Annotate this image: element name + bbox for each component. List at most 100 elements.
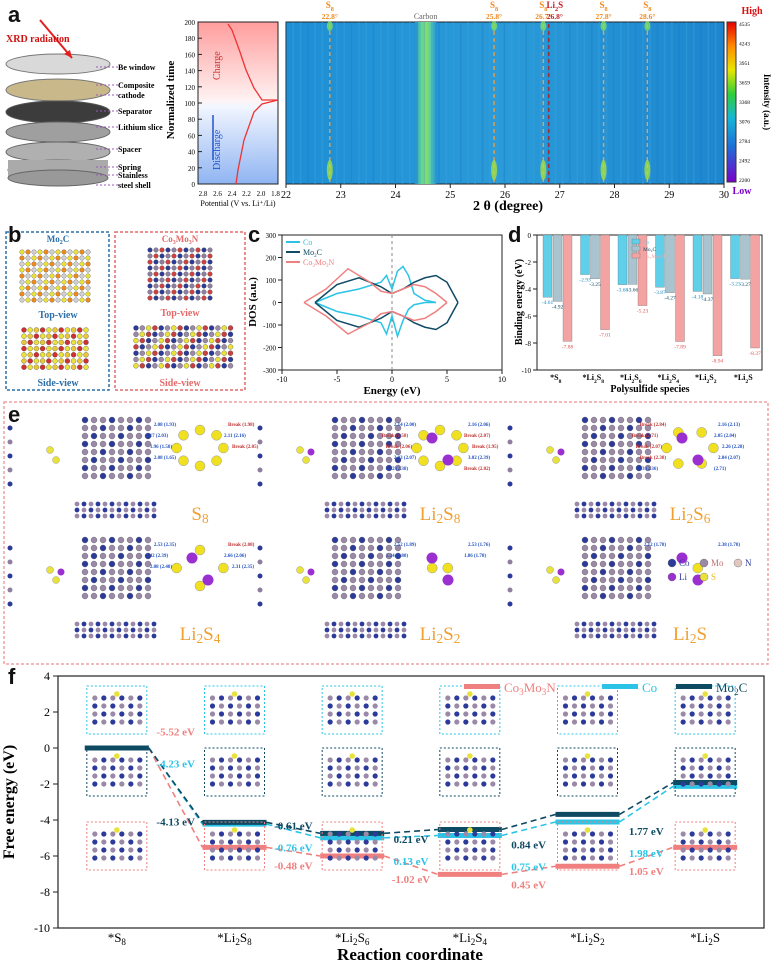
atom	[55, 285, 61, 291]
slab-atom	[373, 513, 379, 519]
atom	[153, 277, 159, 283]
atom	[183, 363, 190, 369]
slab-atom	[130, 633, 136, 639]
slab-atom	[81, 464, 89, 472]
inset-atom	[327, 711, 333, 717]
bond-label: 2.16 (2.06)	[468, 423, 490, 428]
inset-atom	[227, 831, 234, 837]
inset-atom	[354, 703, 360, 709]
slab-atom	[581, 448, 589, 456]
inset-atom	[680, 839, 686, 845]
inset-atom	[345, 695, 351, 701]
slab-atom	[644, 416, 652, 424]
inset-atom	[327, 773, 333, 779]
slab-atom	[90, 576, 98, 584]
inset-atom	[128, 711, 134, 717]
slab-atom	[349, 472, 357, 480]
binding-legend-swatch	[631, 238, 641, 245]
slab-atom	[602, 513, 608, 519]
inset-atom	[101, 719, 107, 725]
inset-atom	[725, 855, 731, 861]
slab-atom	[331, 544, 339, 552]
co3mo3n-box	[114, 231, 246, 391]
peak-angle: 25.8°	[486, 12, 502, 21]
atom	[171, 289, 177, 295]
slab-atom	[74, 621, 80, 627]
atom	[201, 247, 207, 253]
inset-atom	[463, 855, 469, 861]
inset-atom	[227, 695, 234, 701]
fe-ytick-label: -2	[40, 777, 50, 791]
bond-label: 2.42 (2.39)	[146, 554, 168, 559]
slab-atom	[581, 456, 589, 464]
species-label: Li2S2	[420, 624, 461, 646]
adsorbate-atom	[302, 576, 310, 584]
slab-atom	[99, 576, 107, 584]
slab-atom	[126, 448, 134, 456]
slab-atom	[108, 432, 116, 440]
slab-atom	[630, 633, 636, 639]
atom	[215, 356, 221, 363]
atom	[201, 295, 207, 301]
slab-atom	[74, 633, 80, 639]
slab-atom	[352, 507, 358, 513]
atom	[39, 345, 46, 352]
inset-atom	[445, 757, 451, 763]
inset-atom	[245, 781, 252, 787]
inset-atom	[245, 757, 252, 763]
inset-atom	[218, 847, 225, 853]
slab-atom	[90, 464, 98, 472]
slab-atom	[90, 568, 98, 576]
inset-atom	[481, 757, 487, 763]
slab-atom	[324, 633, 330, 639]
inset-atom	[101, 855, 107, 861]
atom	[153, 247, 159, 253]
slab-atom	[349, 560, 357, 568]
inset-atom	[372, 781, 378, 787]
slab-atom	[394, 513, 400, 519]
slab-atom	[99, 472, 107, 480]
inset-atom	[354, 765, 360, 771]
slab-atom	[626, 440, 634, 448]
atom	[70, 364, 77, 370]
bond-label: Break (1.98)	[228, 423, 255, 428]
atom	[207, 271, 213, 277]
inset-atom	[698, 765, 704, 771]
atom	[171, 363, 177, 369]
atom	[195, 259, 201, 265]
fe-ytick-label: 0	[44, 741, 50, 755]
slab-atom	[373, 507, 379, 513]
binding-bar	[712, 234, 723, 356]
slab-atom	[626, 536, 634, 544]
slab-atom	[117, 456, 125, 464]
inset-adsorbate	[349, 753, 355, 759]
atom	[177, 265, 183, 271]
inset-atom	[254, 839, 261, 845]
atom	[77, 352, 83, 358]
atom	[221, 331, 227, 337]
atom	[171, 277, 177, 283]
slab-atom	[81, 472, 89, 480]
slab-atom	[608, 544, 616, 552]
slab-atom	[376, 544, 384, 552]
slab-atom	[394, 507, 400, 513]
atom	[49, 291, 55, 297]
slab-atom	[617, 472, 625, 480]
inset-atom	[725, 695, 731, 701]
inset-atom	[707, 703, 713, 709]
slab-atom	[367, 560, 375, 568]
slab-atom	[144, 416, 152, 424]
inset-atom	[463, 831, 469, 837]
inset-atom	[589, 703, 596, 709]
slab-atom	[394, 464, 402, 472]
inset-adsorbate	[467, 691, 473, 697]
inset-atom	[110, 765, 116, 771]
slab-atom	[617, 592, 625, 600]
slab-atom	[644, 448, 652, 456]
atom	[77, 333, 83, 339]
slab-atom	[7, 601, 13, 607]
zoom-s-atom	[194, 460, 206, 472]
atom	[147, 253, 153, 259]
atom	[164, 356, 171, 363]
